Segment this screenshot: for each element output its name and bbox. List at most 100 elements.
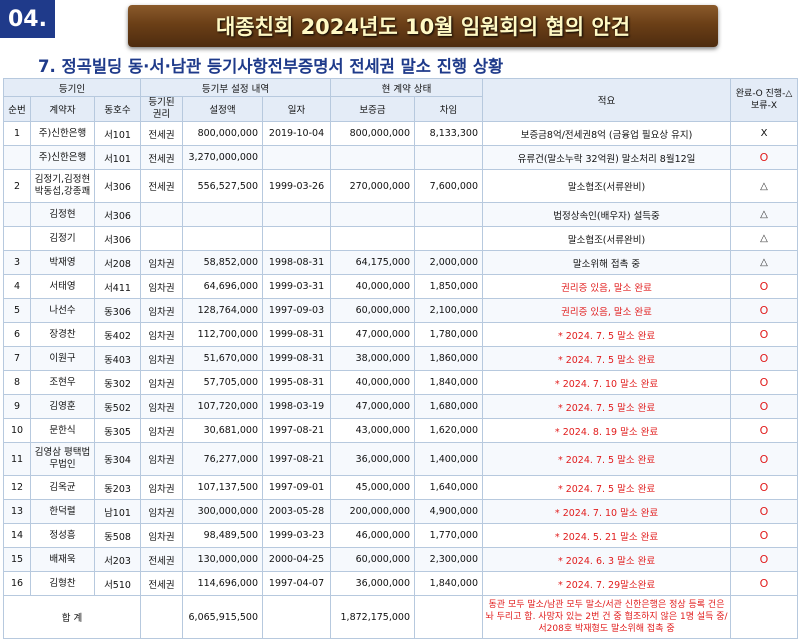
note-cell: * 2024. 7. 10 말소 완료: [482, 370, 732, 395]
unit-cell: 동508: [93, 523, 142, 548]
date-cell: 1997-08-21: [262, 442, 332, 476]
table-row: 13 한덕렬 남101 임차권 300,000,000 2003-05-28 200,000…: [3, 499, 799, 524]
amount-cell: 57,705,000: [182, 370, 264, 395]
page-title: 대종친회 2024년도 10월 임원회의 협의 안건: [215, 15, 631, 39]
right-cell: 임차권: [140, 523, 184, 548]
deposit-cell: 36,000,000: [330, 571, 416, 596]
note-cell: * 2024. 7. 5 말소 완료: [482, 322, 732, 347]
unit-cell: 서306: [93, 202, 142, 227]
right-cell: [140, 226, 184, 251]
deposit-cell: 40,000,000: [330, 274, 416, 299]
date-cell: 1999-03-31: [262, 274, 332, 299]
date-cell: 1995-08-31: [262, 370, 332, 395]
rent-cell: 1,770,000: [414, 523, 484, 548]
status-cell: X: [730, 121, 799, 146]
seq-cell: 3: [3, 250, 31, 275]
header-contractor: 계약자: [30, 96, 95, 122]
seq-cell: 8: [3, 370, 31, 395]
seq-cell: 1: [3, 121, 31, 146]
contractor-cell: 서태영: [30, 274, 95, 299]
status-cell: O: [730, 571, 799, 596]
deposit-cell: 64,175,000: [330, 250, 416, 275]
rent-cell: 2,000,000: [414, 250, 484, 275]
table-row: 11 김영삼 평택법무법인 동304 임차권 76,277,000 1997-08-21 3…: [3, 442, 799, 476]
contractor-cell: 김정기,김정현 박동섭,강종쾌: [30, 169, 95, 203]
note-cell: * 2024. 7. 5 말소 완료: [482, 475, 732, 500]
note-cell: 유류건(말소누락 32억원) 말소처리 8월12일: [482, 145, 732, 170]
unit-cell: 동403: [93, 346, 142, 371]
status-cell: △: [730, 226, 799, 251]
right-cell: 임차권: [140, 274, 184, 299]
status-table: 등기인 등기부 설정 내역 현 계약 상태 적요 완료-O 진행-△ 보류-X …: [2, 78, 799, 639]
note-cell: 말소위해 접촉 중: [482, 250, 732, 275]
amount-cell: 114,696,000: [182, 571, 264, 596]
contractor-cell: 김정현: [30, 202, 95, 227]
note-cell: * 2024. 7. 5 말소 완료: [482, 346, 732, 371]
seq-cell: [3, 226, 31, 251]
deposit-cell: 200,000,000: [330, 499, 416, 524]
table-row: 16 김형찬 서510 전세권 114,696,000 1997-04-07 36,000,…: [3, 571, 799, 596]
title-banner: 대종친회 2024년도 10월 임원회의 협의 안건: [128, 5, 718, 47]
table-row: 김정현 서306 법정상속인(배우자) 설득중 △: [3, 202, 799, 227]
rent-cell: 1,860,000: [414, 346, 484, 371]
table-row: 7 이원구 동403 임차권 51,670,000 1999-08-31 38,000,00…: [3, 346, 799, 371]
amount-cell: 51,670,000: [182, 346, 264, 371]
seq-cell: 15: [3, 547, 31, 572]
deposit-cell: 40,000,000: [330, 370, 416, 395]
rent-cell: 7,600,000: [414, 169, 484, 203]
amount-cell: 556,527,500: [182, 169, 264, 203]
date-cell: 2019-10-04: [262, 121, 332, 146]
seq-cell: 6: [3, 322, 31, 347]
table-row: 2 김정기,김정현 박동섭,강종쾌 서306 전세권 556,527,500 1999-0…: [3, 169, 799, 203]
total-note: 동관 모두 말소/남관 모두 말소/서관 신한은행은 정상 등록 건은 놔 두리…: [482, 595, 732, 639]
header-status-legend: 완료-O 진행-△ 보류-X: [730, 78, 799, 122]
amount-cell: [182, 226, 264, 251]
total-date-empty: [262, 595, 332, 639]
amount-cell: 107,720,000: [182, 394, 264, 419]
rent-cell: 8,133,300: [414, 121, 484, 146]
total-amount: 6,065,915,500: [182, 595, 264, 639]
status-cell: O: [730, 475, 799, 500]
deposit-cell: 800,000,000: [330, 121, 416, 146]
deposit-cell: 47,000,000: [330, 322, 416, 347]
amount-cell: 58,852,000: [182, 250, 264, 275]
date-cell: 1998-03-19: [262, 394, 332, 419]
deposit-cell: 47,000,000: [330, 394, 416, 419]
contractor-cell: 박재영: [30, 250, 95, 275]
table-row: 주)신한은행 서101 전세권 3,270,000,000 유류건(말소누락 32억원)…: [3, 145, 799, 170]
header-amount: 설정액: [182, 96, 264, 122]
amount-cell: [182, 202, 264, 227]
right-cell: 전세권: [140, 571, 184, 596]
unit-cell: 동306: [93, 298, 142, 323]
total-row: 합 계 6,065,915,500 1,872,175,000 동관 모두 말소…: [2, 595, 799, 639]
contractor-cell: 문한식: [30, 418, 95, 443]
date-cell: 1999-03-23: [262, 523, 332, 548]
status-cell: O: [730, 298, 799, 323]
section-subtitle: 7. 정곡빌딩 동·서·남관 등기사항전부증명서 전세권 말소 진행 상황: [38, 57, 504, 76]
status-cell: O: [730, 547, 799, 572]
date-cell: 1999-08-31: [262, 346, 332, 371]
header-registrant: 등기인: [2, 78, 142, 97]
seq-cell: 4: [3, 274, 31, 299]
rent-cell: 4,900,000: [414, 499, 484, 524]
unit-cell: 동203: [93, 475, 142, 500]
date-cell: 1997-09-01: [262, 475, 332, 500]
rent-cell: 1,640,000: [414, 475, 484, 500]
table-row: 4 서태영 서411 임차권 64,696,000 1999-03-31 40,000,00…: [3, 274, 799, 299]
seq-cell: 12: [3, 475, 31, 500]
contractor-cell: 김옥균: [30, 475, 95, 500]
deposit-cell: 38,000,000: [330, 346, 416, 371]
amount-cell: 130,000,000: [182, 547, 264, 572]
rent-cell: 2,100,000: [414, 298, 484, 323]
rent-cell: 1,620,000: [414, 418, 484, 443]
header-reg-detail: 등기부 설정 내역: [140, 78, 332, 97]
unit-cell: 동402: [93, 322, 142, 347]
amount-cell: 112,700,000: [182, 322, 264, 347]
date-cell: 1997-08-21: [262, 418, 332, 443]
seq-cell: 9: [3, 394, 31, 419]
amount-cell: 128,764,000: [182, 298, 264, 323]
status-cell: △: [730, 202, 799, 227]
contractor-cell: 정성흥: [30, 523, 95, 548]
rent-cell: 2,300,000: [414, 547, 484, 572]
table-row: 6 장경찬 동402 임차권 112,700,000 1999-08-31 47,000,0…: [3, 322, 799, 347]
